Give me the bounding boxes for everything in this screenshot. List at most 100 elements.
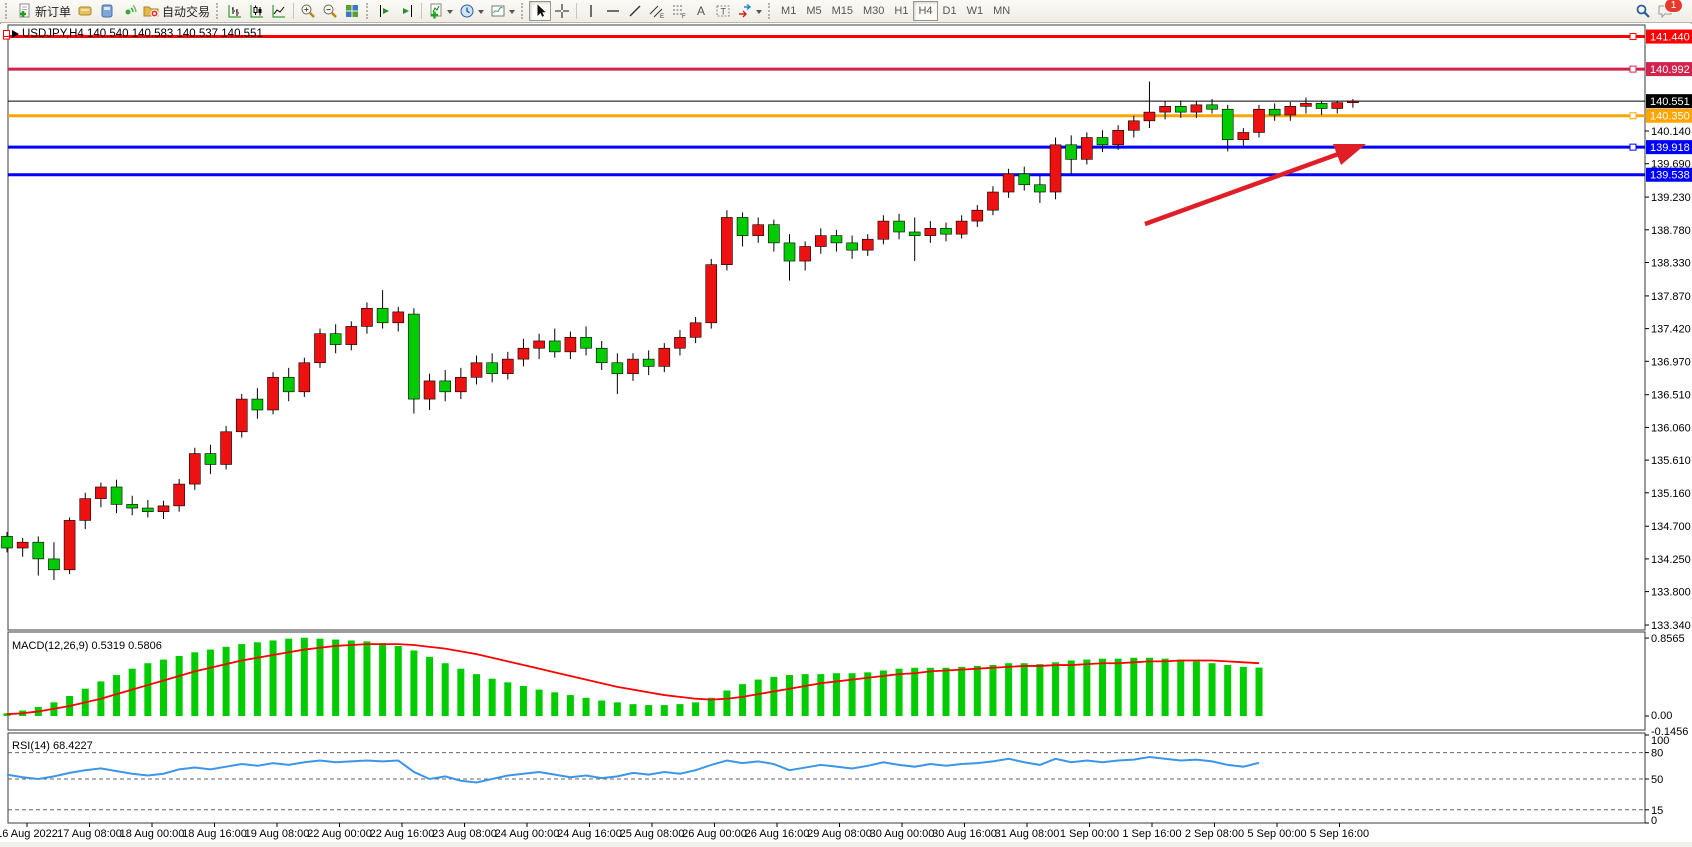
candle [814, 235, 827, 247]
zoom-out-icon [323, 4, 337, 18]
macd-histogram-bar [645, 705, 653, 716]
macd-histogram-bar [629, 704, 637, 716]
zoom-in-button[interactable] [297, 1, 319, 21]
candle [721, 217, 733, 265]
candle [95, 486, 107, 499]
macd-histogram-bar [1239, 666, 1247, 716]
channel-button[interactable]: E [646, 1, 668, 21]
macd-histogram-bar [175, 655, 183, 716]
macd-histogram-bar [723, 690, 731, 716]
date-label: 5 Sep 16:00 [1310, 828, 1369, 840]
chart-shift-button[interactable] [396, 1, 418, 21]
trendline-button[interactable] [624, 1, 646, 21]
trend-arrow-annotation[interactable] [1144, 144, 1366, 227]
macd-histogram-bar [832, 673, 840, 716]
macd-histogram-bar [942, 667, 950, 716]
rsi-panel[interactable] [7, 732, 1646, 824]
new-order-button[interactable]: 新订单 [13, 1, 74, 21]
candle [689, 322, 702, 338]
candle [705, 264, 718, 324]
zoom-in-icon [301, 4, 315, 18]
level-drag-handle[interactable] [1629, 65, 1637, 73]
macd-histogram-bar [426, 656, 434, 716]
date-label: 25 Aug 08:00 [620, 828, 685, 840]
level-drag-handle[interactable] [1629, 112, 1637, 120]
date-label: 24 Aug 00:00 [495, 828, 560, 840]
candle [455, 376, 467, 393]
candle [971, 209, 984, 222]
macd-histogram-bar [739, 684, 747, 716]
bar-chart-button[interactable] [224, 1, 246, 21]
timeframe-h4-button[interactable]: H4 [913, 1, 938, 21]
toolbar-grip[interactable] [768, 3, 772, 19]
candle [1347, 100, 1359, 103]
svg-text:E: E [660, 14, 664, 19]
timeframe-d1-button[interactable]: D1 [938, 1, 962, 21]
level-drag-handle[interactable] [1629, 143, 1637, 151]
timeframe-m1-button[interactable]: M1 [776, 1, 801, 21]
price-tick-label: 137.420 [1651, 324, 1691, 336]
macd-histogram-bar [1208, 663, 1216, 716]
text-label-button[interactable]: T [712, 1, 734, 21]
search-button[interactable] [1632, 1, 1654, 21]
market-watch-button[interactable] [96, 1, 118, 21]
macd-panel[interactable] [7, 631, 1646, 731]
candle [1112, 129, 1124, 146]
timeframe-mn-button[interactable]: MN [988, 1, 1015, 21]
notification-badge[interactable]: 1 [1664, 0, 1683, 13]
macd-histogram-bar [238, 644, 246, 716]
crosshair-button[interactable] [551, 1, 573, 21]
date-label: 5 Sep 00:00 [1247, 828, 1306, 840]
equidistant-channel-icon: E [649, 5, 664, 19]
trend-arrow-shaft[interactable] [1144, 150, 1342, 227]
price-tick-label: 139.690 [1651, 159, 1691, 171]
fibonacci-button[interactable]: F [668, 1, 690, 21]
profiles-button[interactable] [74, 1, 96, 21]
text-button[interactable]: A [690, 1, 712, 21]
macd-histogram-bar [285, 638, 293, 716]
candle [924, 228, 937, 236]
timeframe-m5-button[interactable]: M5 [801, 1, 826, 21]
toolbar-grip[interactable] [5, 3, 9, 19]
macd-indicator [3, 637, 1263, 716]
rsi-label: RSI(14) 68.4227 [12, 740, 93, 752]
timeframe-m15-button[interactable]: M15 [827, 1, 858, 21]
templates-button[interactable] [487, 1, 518, 21]
horizontal-line-button[interactable] [602, 1, 624, 21]
cursor-button[interactable] [529, 1, 552, 21]
macd-histogram-bar [1020, 663, 1028, 716]
zoom-out-button[interactable] [319, 1, 341, 21]
macd-histogram-bar [707, 697, 715, 716]
auto-trading-button[interactable]: 自动交易 [140, 1, 213, 21]
indicators-button[interactable] [425, 1, 456, 21]
candle [1315, 103, 1328, 109]
auto-scroll-button[interactable] [374, 1, 396, 21]
main-chart-panel[interactable] [7, 24, 1646, 631]
macd-histogram-bar [473, 674, 480, 716]
timeframe-h1-button[interactable]: H1 [889, 1, 913, 21]
title-line-anchor[interactable] [3, 30, 10, 37]
rsi-line [6, 755, 1260, 784]
toolbar-grip[interactable] [366, 3, 370, 19]
price-level-label: 139.918 [1650, 142, 1690, 154]
toolbar: 新订单 自动交易 [0, 0, 1692, 23]
candlestick-chart-button[interactable] [246, 1, 268, 21]
level-drag-handle[interactable] [1629, 33, 1637, 41]
macd-histogram-bar [1036, 664, 1044, 716]
line-chart-button[interactable] [268, 1, 290, 21]
toolbar-grip[interactable] [521, 3, 525, 19]
trend-arrow-head[interactable] [1333, 144, 1366, 165]
periods-button[interactable] [456, 1, 487, 21]
vertical-line-button[interactable] [580, 1, 602, 21]
timeframe-m30-button[interactable]: M30 [858, 1, 889, 21]
arrows-button[interactable] [734, 1, 765, 21]
tile-windows-button[interactable] [341, 1, 363, 21]
candle [1253, 108, 1265, 133]
navigator-button[interactable] [118, 1, 140, 21]
horizontal-line-icon [607, 10, 620, 12]
timeframe-w1-button[interactable]: W1 [962, 1, 989, 21]
toolbar-grip[interactable] [216, 3, 220, 19]
candle [1237, 132, 1250, 141]
macd-axis-label: 0.00 [1651, 710, 1672, 722]
